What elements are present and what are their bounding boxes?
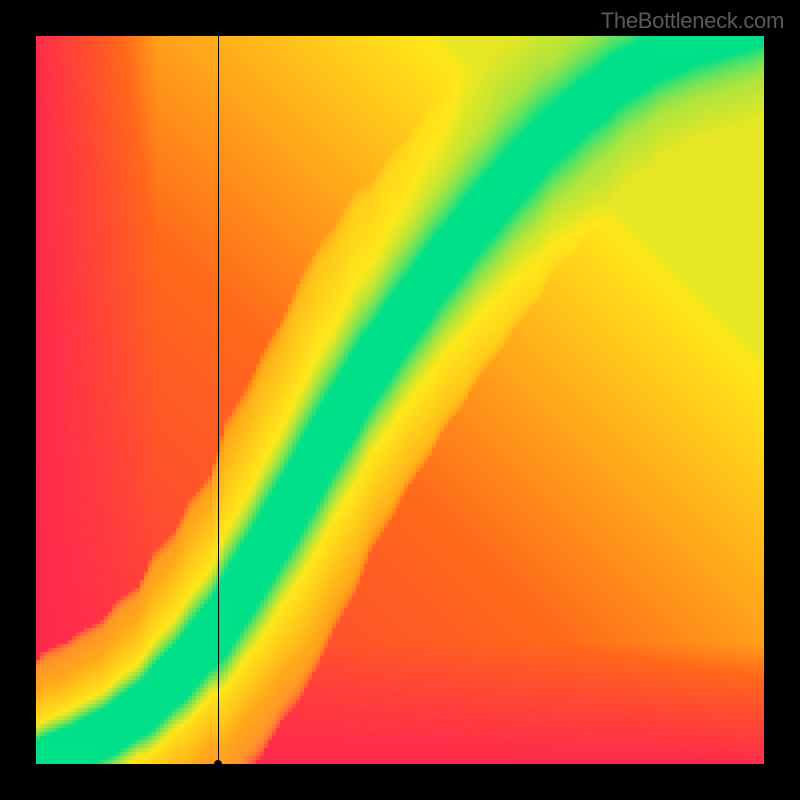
y-axis-line	[35, 2, 37, 766]
heatmap-plot	[36, 36, 764, 764]
x-axis-line	[36, 764, 796, 766]
watermark-text: TheBottleneck.com	[601, 8, 784, 34]
marker-dot	[214, 760, 222, 768]
marker-vertical-line	[218, 36, 219, 764]
heatmap-canvas	[36, 36, 764, 764]
